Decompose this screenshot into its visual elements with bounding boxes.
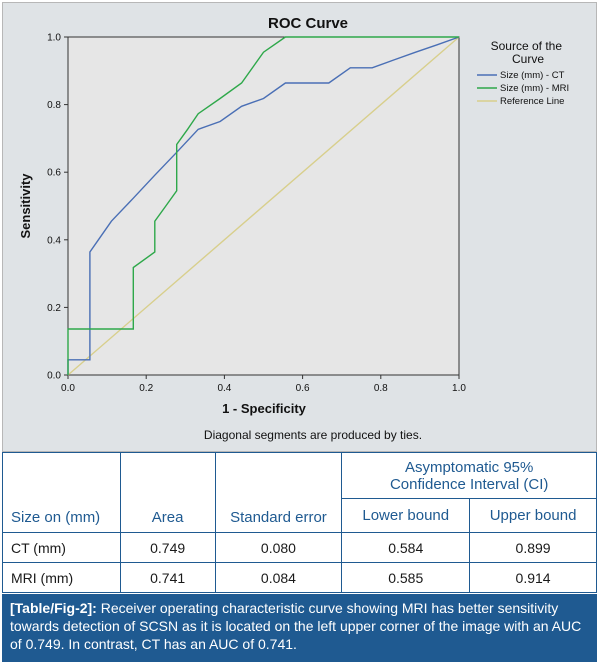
header-size: Size on (mm): [2, 452, 121, 533]
x-tick-label: 1.0: [452, 383, 466, 394]
cell-lower-bound: 0.585: [341, 562, 471, 593]
cell-upper-bound: 0.914: [469, 562, 597, 593]
header-upper-bound: Upper bound: [469, 498, 597, 533]
table-row: MRI (mm) 0.741 0.084 0.585 0.914: [2, 562, 597, 593]
y-tick-label: 0.0: [47, 371, 61, 382]
legend-items: Size (mm) - CT Size (mm) - MRI Reference L…: [477, 70, 569, 107]
cell-size: MRI (mm): [2, 562, 121, 593]
chart-note: Diagonal segments are produced by ties.: [204, 428, 422, 442]
x-axis-ticks: 0.0 0.2 0.4 0.6 0.8 1.0: [61, 375, 466, 394]
header-area: Area: [119, 452, 216, 533]
cell-lower-bound: 0.584: [341, 532, 471, 563]
auc-table: Size on (mm) Area Standard error Asympto…: [2, 452, 597, 593]
y-axis-label: Sensitivity: [18, 173, 33, 239]
cell-standard-error: 0.084: [214, 562, 343, 593]
y-tick-label: 0.8: [47, 100, 61, 111]
caption-tag: [Table/Fig-2]:: [10, 600, 97, 616]
chart-title: ROC Curve: [268, 15, 348, 32]
roc-chart: ROC Curve 0.0 0.2 0.4 0.6 0.8 1.0 0.00.20.40.…: [18, 15, 569, 442]
legend-title: Source of the Curve: [491, 39, 566, 66]
legend-title-line-2: Curve: [512, 52, 544, 66]
caption-text: Receiver operating characteristic curve …: [10, 600, 582, 652]
header-ci-group: Asymptomatic 95% Confidence Interval (CI…: [341, 452, 597, 499]
figure-caption: [Table/Fig-2]: Receiver operating charac…: [2, 594, 597, 662]
cell-upper-bound: 0.899: [469, 532, 597, 563]
ct-roc-line: [67, 36, 460, 375]
y-axis-ticks: 0.0 0.2 0.4 0.6 0.8 1.0: [47, 33, 68, 382]
x-tick-label: 0.8: [374, 383, 388, 394]
x-tick-label: 0.2: [139, 383, 153, 394]
cell-standard-error: 0.080: [214, 532, 343, 563]
roc-figure: ROC Curve 0.0 0.2 0.4 0.6 0.8 1.0 0.0 0.2 0.4 0.…: [2, 2, 597, 452]
header-lower-bound: Lower bound: [341, 498, 471, 533]
x-tick-label: 0.4: [217, 383, 231, 394]
mri-roc-line: [67, 36, 459, 375]
y-tick-label: 0.6: [47, 168, 61, 179]
cell-area: 0.749: [119, 532, 216, 563]
auc-table-wrap: Size on (mm) Area Standard error Asympto…: [2, 452, 597, 594]
legend-title-line-1: Source of the: [491, 39, 563, 53]
cell-size: CT (mm): [2, 532, 121, 563]
y-tick-label: 0.2: [47, 303, 61, 314]
series-layer: [67, 36, 460, 376]
legend-label: Reference Line: [500, 96, 564, 107]
legend-label: Size (mm) - MRI: [500, 83, 569, 94]
x-axis-label: 1 - Specificity: [222, 401, 307, 416]
y-tick-label: 1.0: [47, 33, 61, 44]
x-tick-label: 0.6: [296, 383, 310, 394]
y-tick-label: 0.4: [47, 235, 61, 246]
cell-area: 0.741: [119, 562, 216, 593]
header-standard-error: Standard error: [214, 452, 343, 533]
legend-label: Size (mm) - CT: [500, 70, 565, 81]
table-row: CT (mm) 0.749 0.080 0.584 0.899: [2, 532, 597, 563]
x-tick-label: 0.0: [61, 383, 75, 394]
